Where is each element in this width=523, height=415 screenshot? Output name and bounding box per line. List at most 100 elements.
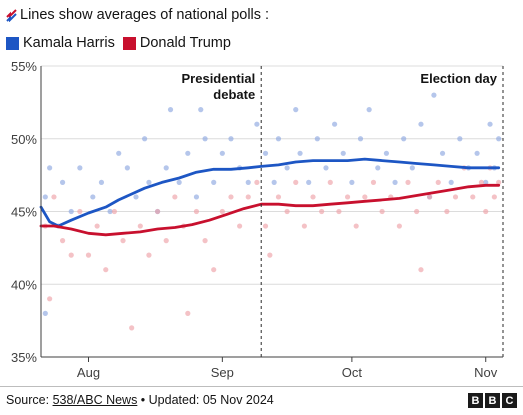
poll-dot	[306, 179, 312, 185]
bbc-logo: B B C	[468, 393, 517, 408]
poll-dot	[237, 223, 243, 229]
poll-dot	[59, 238, 66, 244]
poll-dot	[120, 238, 126, 244]
poll-dot	[293, 107, 299, 113]
poll-dot	[357, 136, 364, 142]
poll-dot	[314, 136, 320, 142]
poll-dot	[59, 179, 66, 185]
poll-dot	[418, 267, 424, 273]
poll-dot	[435, 179, 441, 185]
poll-dot	[254, 121, 260, 127]
title-row: Lines show averages of national polls :	[6, 4, 517, 26]
poll-dot	[496, 136, 502, 142]
poll-dot	[262, 223, 269, 229]
poll-dot	[163, 238, 169, 244]
poll-dot	[452, 194, 459, 200]
poll-dot	[262, 150, 269, 156]
poll-dot	[396, 223, 402, 229]
poll-dot	[68, 208, 74, 215]
series-line	[39, 157, 501, 228]
legend-label-harris: Kamala Harris	[23, 35, 115, 51]
poll-dot	[418, 121, 424, 127]
poll-dot	[444, 208, 450, 215]
footer: Source: 538/ABC News • Updated: 05 Nov 2…	[0, 386, 523, 415]
poll-dot	[457, 136, 463, 142]
poll-dot	[336, 208, 342, 215]
poll-dot	[349, 179, 355, 185]
updated-text: • Updated: 05 Nov 2024	[137, 393, 274, 407]
poll-dot	[211, 179, 217, 185]
y-tick-label: 40%	[11, 277, 37, 292]
x-tick-label: Sep	[211, 365, 234, 380]
poll-dot	[353, 223, 359, 229]
legend-item-harris: Kamala Harris	[6, 35, 115, 51]
bbc-logo-b2: B	[485, 393, 500, 408]
poll-dot	[271, 179, 277, 185]
poll-dot	[77, 165, 83, 171]
y-tick-label: 55%	[11, 59, 37, 74]
poll-dot	[414, 208, 420, 215]
y-tick-label: 45%	[11, 205, 37, 220]
poll-dot	[254, 179, 260, 185]
poll-dot	[219, 208, 225, 215]
poll-dot	[47, 296, 53, 302]
poll-dot	[146, 252, 152, 258]
poll-dot	[366, 107, 372, 113]
poll-dot	[94, 223, 100, 229]
poll-dot	[163, 165, 169, 171]
legend-item-trump: Donald Trump	[122, 35, 231, 51]
y-tick-label: 35%	[11, 350, 37, 365]
source-link[interactable]: 538/ABC News	[52, 393, 138, 407]
poll-dot	[193, 208, 200, 215]
poll-dot	[301, 223, 307, 229]
poll-dot	[401, 136, 407, 142]
poll-dot	[219, 150, 225, 156]
legend-label-trump: Donald Trump	[139, 35, 231, 51]
poll-dot	[198, 107, 204, 113]
poll-dot	[107, 208, 113, 215]
source-prefix: Source:	[6, 393, 53, 407]
poll-dot	[275, 136, 282, 142]
poll-dot	[275, 194, 282, 200]
poll-dot	[496, 179, 502, 185]
legend-swatch-trump	[122, 36, 136, 50]
poll-dot	[111, 208, 118, 215]
poll-dot	[370, 179, 377, 185]
poll-dot	[42, 194, 48, 200]
poll-dot	[392, 179, 398, 185]
poll-dot	[42, 310, 48, 316]
poll-dot	[85, 252, 92, 258]
poll-dot	[327, 179, 333, 185]
poll-tick-icon	[6, 9, 17, 22]
poll-dot	[51, 194, 57, 200]
poll-dot	[124, 165, 130, 171]
poll-dot	[228, 136, 234, 142]
poll-dot	[116, 150, 122, 156]
x-tick-label: Nov	[474, 365, 498, 380]
poll-dot	[77, 208, 83, 215]
bbc-logo-c: C	[502, 393, 517, 408]
poll-dot	[483, 208, 489, 215]
bbc-logo-b1: B	[468, 393, 483, 408]
poll-dot	[90, 194, 96, 200]
legend-swatch-harris	[6, 36, 19, 50]
poll-dot	[310, 194, 316, 200]
poll-dot	[431, 92, 437, 98]
poll-dot	[146, 179, 152, 185]
poll-dot	[154, 208, 161, 215]
poll-dot	[211, 267, 217, 273]
poll-dot	[202, 238, 208, 244]
poll-dot	[483, 179, 489, 185]
poll-dot	[245, 194, 251, 200]
series-line	[39, 183, 501, 237]
poll-dot	[284, 165, 290, 171]
poll-dot	[439, 150, 446, 156]
poll-dot	[103, 267, 109, 273]
poll-dot	[245, 179, 251, 185]
poll-dot	[344, 194, 351, 200]
poll-dot	[228, 194, 234, 200]
poll-dot	[491, 194, 497, 200]
poll-dot	[340, 150, 346, 156]
poll-dot	[47, 165, 53, 171]
poll-dot	[332, 121, 338, 127]
